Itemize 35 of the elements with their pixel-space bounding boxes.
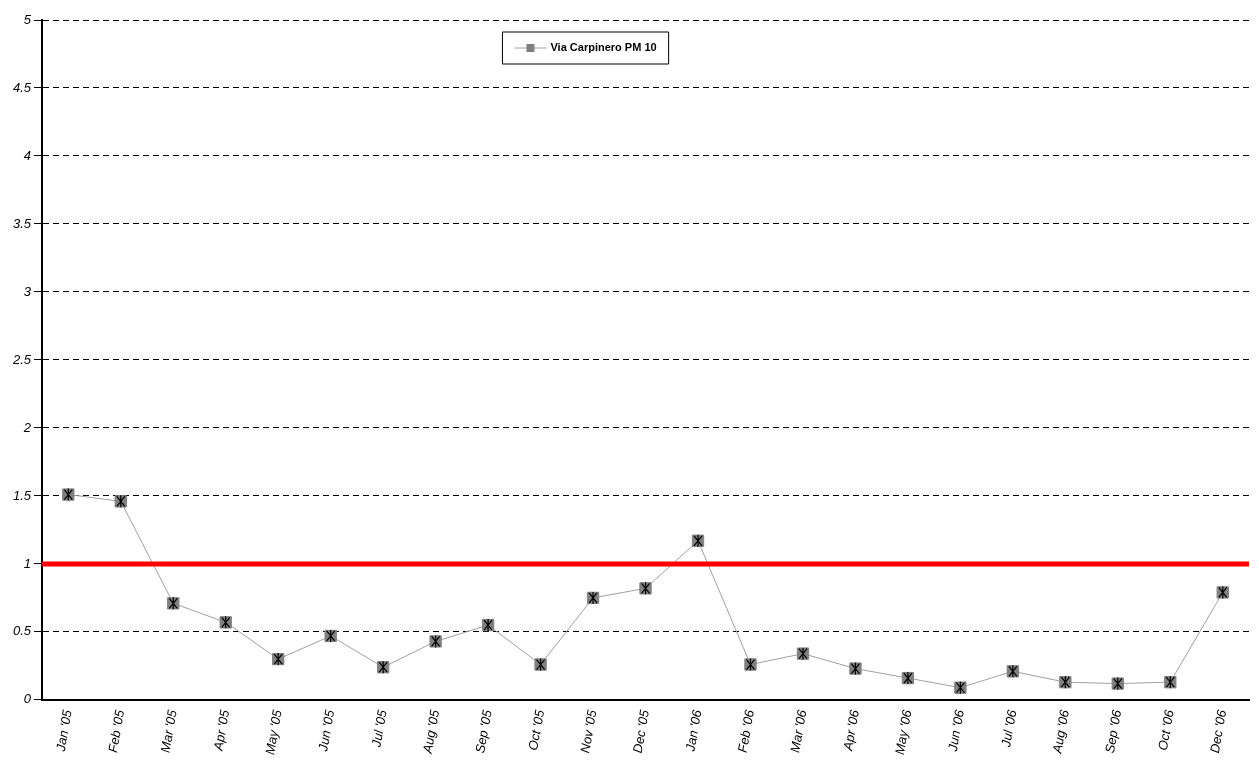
y-tick-label: 1: [23, 555, 32, 571]
x-tick-label: Jan '06: [682, 708, 705, 754]
y-tick-label: 1.5: [12, 487, 32, 503]
x-tick-label: May '05: [262, 708, 285, 756]
x-tick-label: Jun '06: [944, 708, 968, 754]
x-tick-label: Dec '06: [1206, 708, 1230, 755]
x-tick-label: Mar '06: [787, 708, 810, 754]
x-tick-label: Jan '05: [52, 708, 75, 754]
y-tick-label: 5: [23, 11, 32, 27]
y-tick-label: 4.5: [12, 79, 32, 95]
x-tick-label: Dec '05: [629, 708, 653, 755]
x-tick-label: Feb '05: [105, 708, 128, 754]
x-tick-label: Jun '05: [315, 708, 338, 754]
y-tick-label: 0.5: [12, 623, 32, 639]
x-tick-label: Apr '05: [210, 708, 233, 753]
x-tick-label: Oct '05: [525, 708, 548, 752]
y-tick-label: 3.5: [12, 215, 32, 231]
x-tick-label: Jul '05: [368, 708, 390, 749]
x-tick-label: Aug '05: [419, 708, 443, 756]
x-tick-label: Jul '06: [997, 708, 1020, 749]
x-tick-label: Oct '06: [1154, 708, 1177, 752]
x-tick-label: Sep '06: [1101, 708, 1125, 755]
x-tick-label: Mar '05: [157, 708, 180, 754]
x-tick-label: Feb '06: [734, 708, 758, 754]
y-tick-label: 4: [23, 147, 32, 163]
x-tick-label: Apr '06: [839, 708, 863, 753]
legend-label: Via Carpinero PM 10: [550, 41, 657, 54]
y-tick-label: 3: [23, 283, 32, 299]
x-tick-label: Sep '05: [472, 708, 495, 755]
x-tick-label: May '06: [891, 708, 915, 756]
y-tick-label: 2: [22, 419, 32, 435]
y-tick-label: 2.5: [11, 351, 32, 367]
y-tick-label: 0: [23, 691, 32, 707]
x-tick-label: Aug '06: [1049, 708, 1072, 756]
x-tick-label: Nov '05: [577, 708, 600, 755]
